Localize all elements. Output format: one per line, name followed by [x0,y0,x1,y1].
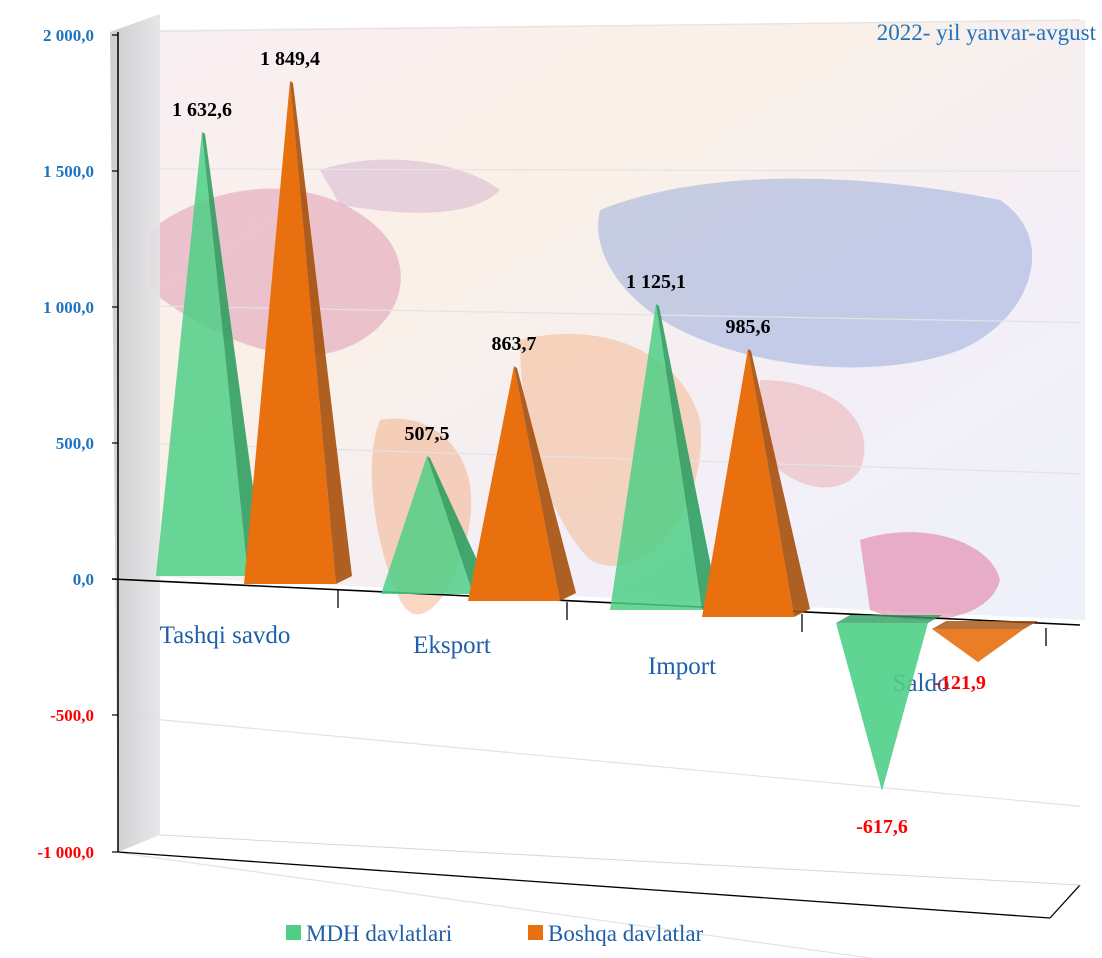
data-label: 985,6 [726,316,771,338]
bar-mdh [610,303,702,610]
bar-boshqa [244,80,336,585]
gridline [117,19,1081,33]
y-tick-label: 500,0 [56,434,94,453]
gridline [117,168,1081,172]
category-label: Eksport [413,632,491,659]
y-tick-label: 1 500,0 [43,162,94,181]
bar-boshqa-side [748,348,810,617]
bar-mdh-side [202,131,264,576]
y-axis: -1 000,0 -500,0 0,0 500,0 1 000,0 1 500,0 2 00… [37,26,119,862]
legend-swatch [286,925,301,940]
floor-edge [117,851,1051,919]
data-label: 1 125,1 [626,271,686,293]
legend-label: Boshqa davlatlar [548,921,704,946]
legend-swatch [528,925,543,940]
data-label: -617,6 [856,816,908,838]
y-tick-label: 1 000,0 [43,298,94,317]
data-label: 1 849,4 [260,48,320,70]
y-tick-label: 2 000,0 [43,26,94,45]
category-label: Import [648,653,716,680]
bar-mdh-top [836,615,942,623]
data-label: 1 632,6 [172,99,232,121]
bar-boshqa-side [290,80,352,585]
bar-boshqa [468,366,560,601]
bar-mdh [381,455,473,594]
back-wall [110,14,160,852]
data-label: 863,7 [492,333,537,355]
data-labels: 1 632,6 507,5 1 125,1 -617,6 1 849,4 863,7 985… [172,48,986,838]
data-label: -121,9 [934,672,986,694]
floor [117,834,1081,919]
bar-boshqa-side [514,366,576,601]
bars [156,80,1038,791]
y-tick-label: 0,0 [73,570,94,589]
gridline [117,715,1081,807]
bar-mdh-side [427,455,489,594]
gridline [117,851,875,958]
bar-boshqa [702,348,794,617]
floor-back-edge [159,834,1081,886]
data-label: 507,5 [405,423,450,445]
left-wall [110,14,160,852]
y-tick-label: -500,0 [50,706,94,725]
bar-mdh-side [656,303,718,610]
y-tick-label: -1 000,0 [37,843,94,862]
legend: MDH davlatlari Boshqa davlatlar [286,921,704,946]
category-label: Tashqi savdo [160,622,291,649]
chart-subtitle: 2022- yil yanvar-avgust [877,20,1097,45]
bar-mdh [156,131,248,576]
floor-right-edge [1049,884,1081,919]
bar-mdh [836,623,928,791]
bar-boshqa [932,629,1024,663]
bar-boshqa-top [932,621,1038,629]
legend-label: MDH davlatlari [306,921,452,946]
